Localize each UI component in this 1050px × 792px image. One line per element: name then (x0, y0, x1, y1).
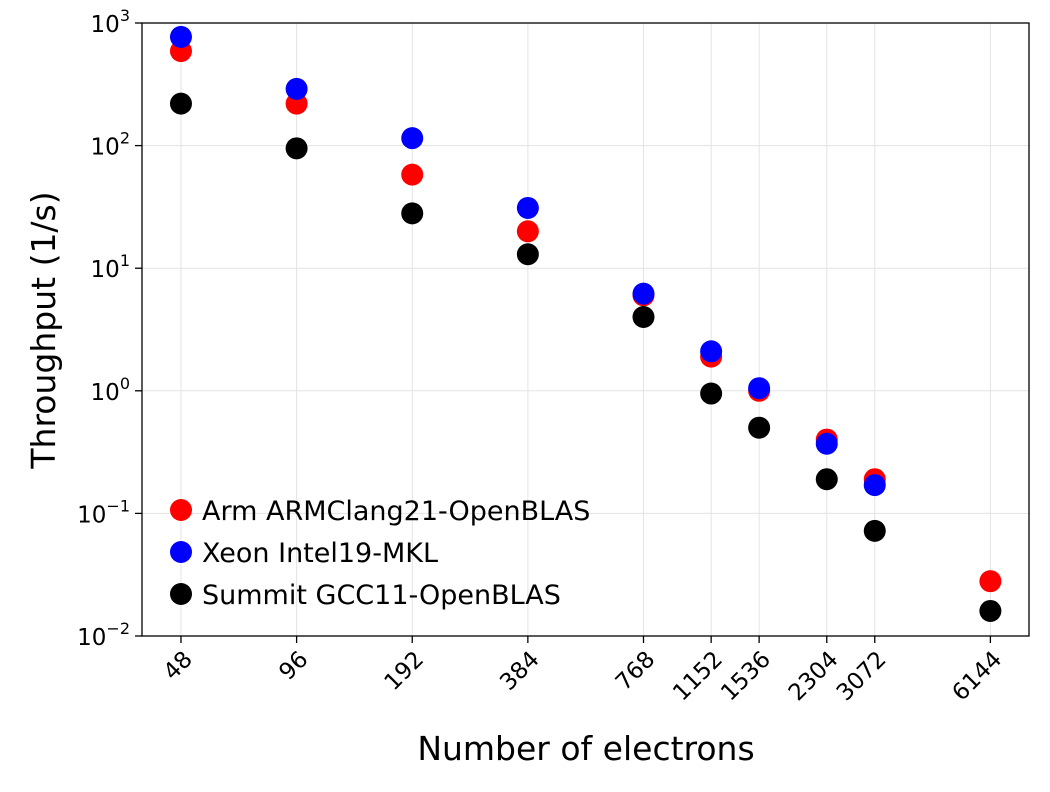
data-point-series-2 (516, 196, 539, 219)
legend: Arm ARMClang21-OpenBLAS Xeon Intel19-MKL S… (170, 496, 590, 611)
x-axis-label: Number of electrons (417, 729, 754, 768)
data-point-series-2 (700, 340, 723, 363)
plot-frame (141, 22, 1030, 637)
data-point-series-1 (516, 220, 539, 243)
y-tick-label: 101 (91, 251, 130, 283)
data-point-series-3 (863, 519, 886, 542)
y-tick-label: 103 (91, 6, 130, 38)
data-point-series-2 (815, 432, 838, 455)
data-point-series-2 (748, 377, 771, 400)
data-point-series-2 (632, 282, 655, 305)
legend-label: Summit GCC11-OpenBLAS (202, 580, 561, 611)
data-point-series-3 (285, 137, 308, 160)
legend-marker (170, 583, 192, 605)
data-point-series-3 (516, 243, 539, 266)
legend-label: Xeon Intel19-MKL (202, 538, 438, 569)
data-point-series-3 (815, 468, 838, 491)
y-tick-label: 10−1 (77, 496, 130, 528)
data-point-series-3 (979, 599, 1002, 622)
data-point-series-2 (863, 474, 886, 497)
data-point-series-1 (401, 163, 424, 186)
data-point-series-2 (401, 127, 424, 150)
legend-label: Arm ARMClang21-OpenBLAS (202, 496, 590, 527)
data-point-series-3 (169, 92, 192, 115)
y-tick-label: 100 (91, 374, 130, 406)
data-point-series-2 (285, 77, 308, 100)
legend-marker (170, 541, 192, 563)
y-tick-label: 102 (91, 129, 130, 161)
data-point-series-3 (632, 305, 655, 328)
y-tick-label: 10−2 (77, 619, 130, 651)
data-point-series-2 (169, 25, 192, 48)
legend-marker (170, 499, 192, 521)
data-points (169, 25, 1002, 622)
data-point-series-3 (401, 202, 424, 225)
data-point-series-3 (700, 382, 723, 405)
grid (142, 23, 1029, 636)
data-point-series-1 (979, 570, 1002, 593)
data-point-series-3 (748, 416, 771, 439)
y-axis-label: Throughput (1/s) (24, 191, 63, 469)
